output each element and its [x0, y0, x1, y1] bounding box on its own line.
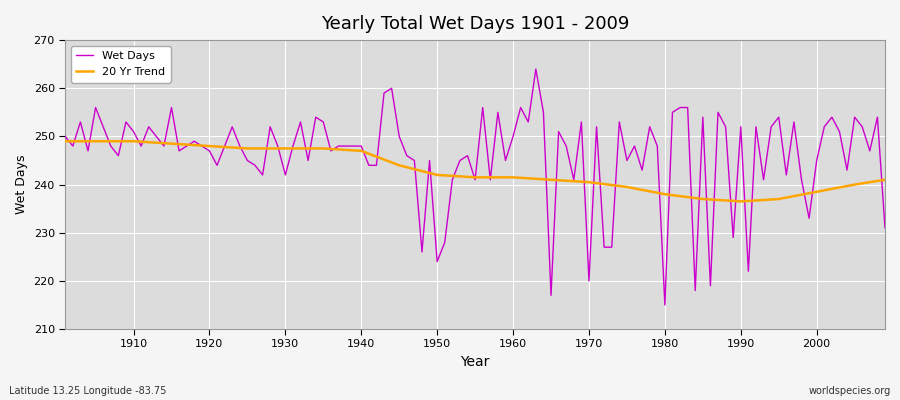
- Wet Days: [59, 134, 70, 139]
- Wet Days: [660, 302, 670, 307]
- Text: worldspecies.org: worldspecies.org: [809, 386, 891, 396]
- Wet Days: [530, 67, 541, 72]
- Line: 20 Yr Trend: 20 Yr Trend: [65, 141, 885, 202]
- 20 Yr Trend: [121, 139, 131, 144]
- Wet Days: [500, 158, 511, 163]
- 20 Yr Trend: [500, 175, 511, 180]
- Legend: Wet Days, 20 Yr Trend: Wet Days, 20 Yr Trend: [71, 46, 171, 82]
- 20 Yr Trend: [287, 146, 298, 151]
- Wet Days: [508, 134, 518, 139]
- Wet Days: [333, 144, 344, 148]
- 20 Yr Trend: [508, 175, 518, 180]
- 20 Yr Trend: [735, 199, 746, 204]
- Wet Days: [879, 226, 890, 230]
- Line: Wet Days: Wet Days: [65, 69, 885, 305]
- Text: Latitude 13.25 Longitude -83.75: Latitude 13.25 Longitude -83.75: [9, 386, 166, 396]
- Y-axis label: Wet Days: Wet Days: [15, 155, 28, 214]
- 20 Yr Trend: [879, 177, 890, 182]
- Wet Days: [607, 245, 617, 250]
- 20 Yr Trend: [59, 139, 70, 144]
- X-axis label: Year: Year: [461, 355, 490, 369]
- Wet Days: [121, 120, 131, 124]
- Wet Days: [287, 144, 298, 148]
- Title: Yearly Total Wet Days 1901 - 2009: Yearly Total Wet Days 1901 - 2009: [321, 15, 629, 33]
- 20 Yr Trend: [598, 182, 609, 186]
- 20 Yr Trend: [333, 147, 344, 152]
